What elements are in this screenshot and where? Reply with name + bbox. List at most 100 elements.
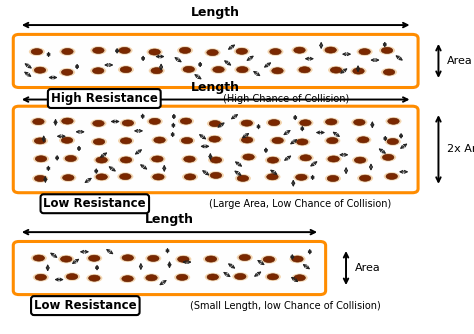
- Text: 2x Area: 2x Area: [447, 145, 474, 154]
- Ellipse shape: [326, 155, 342, 163]
- Ellipse shape: [152, 156, 163, 162]
- Ellipse shape: [355, 157, 366, 163]
- Ellipse shape: [59, 47, 75, 56]
- Ellipse shape: [241, 137, 253, 143]
- Ellipse shape: [86, 254, 102, 263]
- Ellipse shape: [117, 46, 133, 55]
- Ellipse shape: [261, 255, 277, 264]
- Ellipse shape: [93, 156, 109, 164]
- Ellipse shape: [31, 254, 47, 262]
- Ellipse shape: [237, 253, 253, 262]
- Ellipse shape: [351, 118, 367, 127]
- Ellipse shape: [297, 65, 313, 74]
- Ellipse shape: [149, 155, 165, 163]
- Ellipse shape: [387, 139, 399, 145]
- Text: (Large Area, Low Chance of Collision): (Large Area, Low Chance of Collision): [209, 199, 391, 209]
- Text: Area: Area: [355, 263, 380, 273]
- Ellipse shape: [32, 174, 48, 183]
- Ellipse shape: [325, 47, 337, 53]
- Ellipse shape: [327, 175, 339, 181]
- Ellipse shape: [297, 119, 313, 127]
- Ellipse shape: [62, 118, 73, 124]
- Ellipse shape: [328, 66, 344, 74]
- Text: Length: Length: [191, 80, 240, 94]
- Ellipse shape: [359, 175, 371, 181]
- Ellipse shape: [269, 66, 285, 75]
- Ellipse shape: [209, 136, 220, 142]
- Ellipse shape: [153, 174, 164, 180]
- Ellipse shape: [210, 157, 222, 163]
- Ellipse shape: [92, 47, 104, 53]
- Ellipse shape: [352, 156, 368, 164]
- Ellipse shape: [204, 48, 220, 57]
- Ellipse shape: [58, 255, 74, 263]
- Ellipse shape: [118, 137, 134, 145]
- Ellipse shape: [381, 68, 397, 76]
- Text: (Small Length, low Chance of Collision): (Small Length, low Chance of Collision): [190, 301, 380, 311]
- Ellipse shape: [241, 120, 253, 126]
- Ellipse shape: [294, 47, 305, 53]
- Ellipse shape: [205, 256, 217, 262]
- Ellipse shape: [208, 171, 224, 180]
- Ellipse shape: [203, 255, 219, 263]
- Text: Length: Length: [191, 6, 240, 19]
- Ellipse shape: [179, 136, 195, 145]
- Ellipse shape: [294, 275, 305, 281]
- Text: Low Resistance: Low Resistance: [34, 299, 137, 312]
- Ellipse shape: [296, 174, 307, 180]
- Ellipse shape: [327, 138, 338, 144]
- Ellipse shape: [146, 275, 157, 281]
- Ellipse shape: [265, 273, 281, 281]
- Ellipse shape: [93, 139, 105, 145]
- Ellipse shape: [356, 47, 373, 56]
- Ellipse shape: [243, 154, 255, 160]
- Ellipse shape: [65, 155, 76, 162]
- Ellipse shape: [96, 174, 108, 180]
- Ellipse shape: [207, 120, 223, 128]
- Ellipse shape: [59, 117, 75, 125]
- Ellipse shape: [299, 67, 310, 73]
- Ellipse shape: [119, 174, 131, 180]
- Ellipse shape: [32, 66, 48, 74]
- Ellipse shape: [239, 119, 255, 127]
- Ellipse shape: [120, 254, 136, 262]
- Ellipse shape: [263, 257, 274, 263]
- Ellipse shape: [120, 138, 132, 144]
- Ellipse shape: [183, 66, 194, 72]
- Ellipse shape: [270, 48, 281, 55]
- Ellipse shape: [122, 276, 133, 282]
- Ellipse shape: [174, 273, 190, 282]
- Ellipse shape: [354, 119, 365, 125]
- Ellipse shape: [34, 138, 46, 144]
- Ellipse shape: [90, 66, 106, 75]
- Ellipse shape: [293, 173, 310, 181]
- Ellipse shape: [120, 157, 132, 163]
- Ellipse shape: [178, 256, 189, 262]
- Ellipse shape: [59, 68, 75, 76]
- Ellipse shape: [122, 255, 134, 261]
- Ellipse shape: [239, 255, 250, 261]
- Ellipse shape: [328, 156, 339, 162]
- Ellipse shape: [93, 120, 104, 127]
- Ellipse shape: [60, 173, 76, 182]
- Ellipse shape: [144, 274, 160, 282]
- Ellipse shape: [383, 69, 395, 75]
- Ellipse shape: [152, 136, 168, 144]
- Ellipse shape: [353, 68, 364, 74]
- Ellipse shape: [61, 137, 73, 143]
- Ellipse shape: [62, 48, 73, 54]
- Ellipse shape: [91, 119, 107, 128]
- Ellipse shape: [147, 255, 159, 262]
- Ellipse shape: [241, 153, 256, 161]
- Ellipse shape: [294, 138, 310, 146]
- Ellipse shape: [33, 119, 44, 125]
- Ellipse shape: [267, 174, 278, 180]
- Text: High Resistance: High Resistance: [51, 92, 158, 105]
- Ellipse shape: [267, 157, 279, 163]
- Ellipse shape: [182, 155, 198, 163]
- Ellipse shape: [35, 274, 46, 280]
- Ellipse shape: [146, 48, 163, 56]
- Ellipse shape: [298, 154, 314, 162]
- Ellipse shape: [207, 135, 223, 143]
- Ellipse shape: [94, 173, 109, 181]
